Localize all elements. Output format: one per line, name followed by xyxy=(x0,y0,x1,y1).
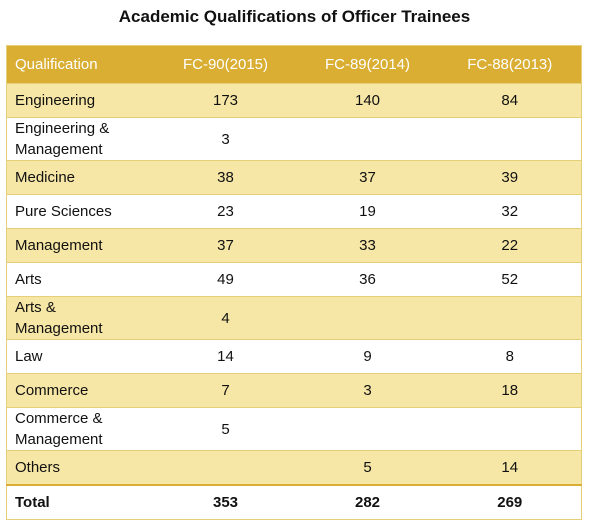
cell-fc-88 xyxy=(438,117,582,161)
column-header-fc-88: FC-88(2013) xyxy=(438,45,582,84)
cell-fc-88: 39 xyxy=(438,160,582,195)
cell-fc-90: 173 xyxy=(154,83,297,118)
cell-fc-89 xyxy=(296,407,439,451)
table-row: Pure Sciences 23 19 32 xyxy=(6,194,582,229)
table-row: Management 37 33 22 xyxy=(6,228,582,263)
cell-fc-89: 37 xyxy=(296,160,439,195)
column-header-fc-90: FC-90(2015) xyxy=(154,45,297,84)
table-row: Arts & Management 4 xyxy=(6,296,582,340)
cell-fc-89: 19 xyxy=(296,194,439,229)
cell-fc-88: 14 xyxy=(438,450,582,485)
cell-fc-90 xyxy=(154,450,297,485)
cell-fc-90: 38 xyxy=(154,160,297,195)
total-row: Total 353 282 269 xyxy=(6,484,582,520)
cell-fc-88: 22 xyxy=(438,228,582,263)
cell-fc-90: 5 xyxy=(154,407,297,451)
cell-fc-90: 3 xyxy=(154,117,297,161)
table-row: Law 14 9 8 xyxy=(6,339,582,374)
cell-fc-90: 4 xyxy=(154,296,297,340)
row-label: Arts xyxy=(6,262,155,297)
row-label: Commerce xyxy=(6,373,155,408)
total-fc-88: 269 xyxy=(438,484,582,520)
table-row: Medicine 38 37 39 xyxy=(6,160,582,195)
table-row: Others 5 14 xyxy=(6,450,582,485)
table-title: Academic Qualifications of Officer Train… xyxy=(118,7,471,26)
row-label: Law xyxy=(6,339,155,374)
total-label: Total xyxy=(6,484,155,520)
cell-fc-90: 37 xyxy=(154,228,297,263)
table-row: Commerce 7 3 18 xyxy=(6,373,582,408)
cell-fc-89 xyxy=(296,296,439,340)
qualifications-table: Qualification FC-90(2015) FC-89(2014) FC… xyxy=(6,45,582,520)
cell-fc-88: 52 xyxy=(438,262,582,297)
row-label: Medicine xyxy=(6,160,155,195)
total-fc-90: 353 xyxy=(154,484,297,520)
header-row: Qualification FC-90(2015) FC-89(2014) FC… xyxy=(6,45,582,84)
cell-fc-88: 84 xyxy=(438,83,582,118)
cell-fc-89: 9 xyxy=(296,339,439,374)
column-header-fc-89: FC-89(2014) xyxy=(296,45,439,84)
cell-fc-88: 32 xyxy=(438,194,582,229)
cell-fc-89: 3 xyxy=(296,373,439,408)
cell-fc-89: 33 xyxy=(296,228,439,263)
row-label: Engineering & Management xyxy=(6,117,155,161)
cell-fc-88 xyxy=(438,407,582,451)
total-fc-89: 282 xyxy=(296,484,439,520)
cell-fc-89: 140 xyxy=(296,83,439,118)
cell-fc-89: 5 xyxy=(296,450,439,485)
table-row: Arts 49 36 52 xyxy=(6,262,582,297)
cell-fc-88 xyxy=(438,296,582,340)
row-label: Arts & Management xyxy=(6,296,155,340)
table-row: Commerce & Management 5 xyxy=(6,407,582,451)
cell-fc-90: 23 xyxy=(154,194,297,229)
cell-fc-90: 49 xyxy=(154,262,297,297)
cell-fc-90: 7 xyxy=(154,373,297,408)
row-label: Others xyxy=(6,450,155,485)
cell-fc-89: 36 xyxy=(296,262,439,297)
row-label: Engineering xyxy=(6,83,155,118)
cell-fc-90: 14 xyxy=(154,339,297,374)
table-row: Engineering 173 140 84 xyxy=(6,83,582,118)
cell-fc-88: 18 xyxy=(438,373,582,408)
row-label: Commerce & Management xyxy=(6,407,155,451)
column-header-qualification: Qualification xyxy=(6,45,155,84)
cell-fc-88: 8 xyxy=(438,339,582,374)
table-row: Engineering & Management 3 xyxy=(6,117,582,161)
row-label: Pure Sciences xyxy=(6,194,155,229)
cell-fc-89 xyxy=(296,117,439,161)
row-label: Management xyxy=(6,228,155,263)
